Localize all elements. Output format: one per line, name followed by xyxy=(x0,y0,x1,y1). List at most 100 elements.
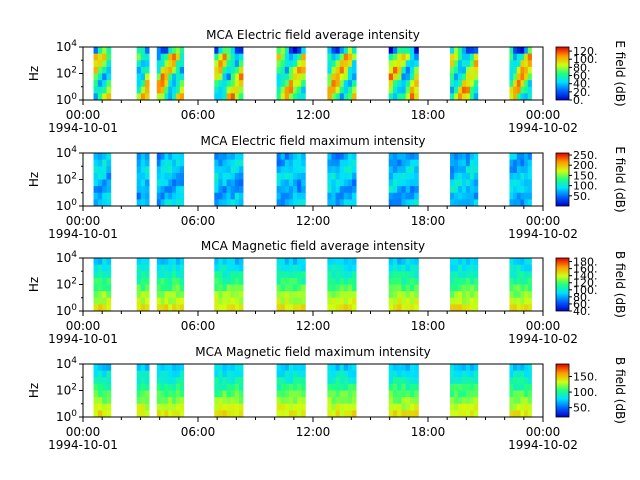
data-block xyxy=(388,153,419,207)
spectrogram-cell xyxy=(97,410,103,418)
spectrogram-cell xyxy=(238,390,244,398)
spectrogram-cell xyxy=(327,66,332,74)
spectrogram-cell xyxy=(461,390,467,398)
spectrogram-cell xyxy=(401,73,407,81)
spectrogram-cell xyxy=(343,192,349,200)
spectrogram-cell xyxy=(352,297,357,305)
spectrogram-cell xyxy=(335,60,341,68)
spectrogram-cell xyxy=(527,60,532,68)
spectrogram-cell xyxy=(405,199,411,207)
spectrogram-cell xyxy=(343,172,349,180)
spectrogram-cell xyxy=(218,186,223,194)
spectrogram-cell xyxy=(164,73,169,81)
x-tick-label: 00:00 xyxy=(66,319,101,333)
spectrogram-cell xyxy=(214,47,219,55)
spectrogram-cell xyxy=(222,297,228,305)
spectrogram-cell xyxy=(388,66,394,74)
spectrogram-cell xyxy=(172,179,177,187)
spectrogram-cell xyxy=(288,172,294,180)
spectrogram-cell xyxy=(509,377,514,385)
colorbar-label: B field (dB) xyxy=(613,357,627,424)
spectrogram-cell xyxy=(461,73,467,81)
spectrogram-cell xyxy=(527,277,532,285)
spectrogram-cell xyxy=(172,403,177,411)
spectrogram-cell xyxy=(234,192,240,200)
spectrogram-cell xyxy=(234,291,240,299)
spectrogram-cell xyxy=(156,277,162,285)
spectrogram-cell xyxy=(160,179,165,187)
spectrogram-cell xyxy=(144,199,150,207)
spectrogram-cell xyxy=(214,159,219,167)
data-block xyxy=(388,364,419,418)
spectrogram-cell xyxy=(175,291,181,299)
spectrogram-cell xyxy=(234,199,240,207)
spectrogram-cell xyxy=(352,60,357,68)
spectrogram-cell xyxy=(168,93,173,101)
spectrogram-cell xyxy=(297,264,302,272)
spectrogram-cell xyxy=(450,377,455,385)
spectrogram-cell xyxy=(106,179,112,187)
spectrogram-cell xyxy=(234,66,240,74)
spectrogram-cell xyxy=(347,192,353,200)
spectrogram-cell xyxy=(168,172,173,180)
spectrogram-cell xyxy=(331,258,336,266)
spectrogram-cell xyxy=(136,377,142,385)
spectrogram-cell xyxy=(106,166,112,174)
spectrogram-cell xyxy=(102,291,107,299)
spectrogram-cell xyxy=(284,60,290,68)
data-block xyxy=(509,47,532,101)
spectrogram-cell xyxy=(461,80,467,88)
spectrogram-cell xyxy=(293,410,298,418)
spectrogram-cell xyxy=(164,284,169,292)
spectrogram-cell xyxy=(288,370,294,378)
spectrogram-cell xyxy=(339,159,345,167)
colorbar-tick-label: 160. xyxy=(573,263,598,276)
spectrogram-cell xyxy=(331,403,336,411)
spectrogram-cell xyxy=(218,397,223,405)
spectrogram-cell xyxy=(179,370,185,378)
spectrogram-cell xyxy=(409,53,415,61)
spectrogram-cell xyxy=(218,291,223,299)
spectrogram-cell xyxy=(457,291,463,299)
spectrogram-cell xyxy=(516,159,521,167)
spectrogram-cell xyxy=(293,258,298,266)
spectrogram-cell xyxy=(218,73,223,81)
spectrogram-cell xyxy=(509,192,514,200)
spectrogram-cell xyxy=(106,172,112,180)
spectrogram-cell xyxy=(327,199,332,207)
spectrogram-cell xyxy=(276,153,282,161)
spectrogram-cell xyxy=(509,199,514,207)
spectrogram-cell xyxy=(327,377,332,385)
spectrogram-cell xyxy=(297,47,302,55)
spectrogram-cell xyxy=(172,86,177,94)
spectrogram-cell xyxy=(276,383,282,391)
spectrogram-cell xyxy=(230,364,236,372)
y-tick-label: 102 xyxy=(56,383,77,398)
spectrogram-cell xyxy=(352,166,357,174)
spectrogram-cell xyxy=(392,166,398,174)
spectrogram-cell xyxy=(140,304,146,312)
spectrogram-cell xyxy=(164,297,169,305)
spectrogram-cell xyxy=(160,166,165,174)
spectrogram-cell xyxy=(520,370,525,378)
spectrogram-cell xyxy=(513,390,518,398)
spectrogram-cell xyxy=(473,80,479,88)
spectrogram-cell xyxy=(414,277,419,285)
spectrogram-cell xyxy=(339,264,345,272)
spectrogram-cell xyxy=(238,179,244,187)
panel-1: MCA Electric field average intensity1001… xyxy=(27,28,627,135)
spectrogram-cell xyxy=(168,159,173,167)
spectrogram-cell xyxy=(97,284,103,292)
spectrogram-cell xyxy=(397,271,402,279)
spectrogram-cell xyxy=(102,410,107,418)
spectrogram-cell xyxy=(405,258,411,266)
spectrogram-cell xyxy=(297,186,302,194)
spectrogram-cell xyxy=(388,80,394,88)
spectrogram-cell xyxy=(280,53,286,61)
spectrogram-cell xyxy=(172,410,177,418)
spectrogram-cell xyxy=(457,284,463,292)
spectrogram-cell xyxy=(513,73,518,81)
spectrogram-cell xyxy=(234,60,240,68)
spectrogram-cell xyxy=(136,166,142,174)
spectrogram-cell xyxy=(175,403,181,411)
